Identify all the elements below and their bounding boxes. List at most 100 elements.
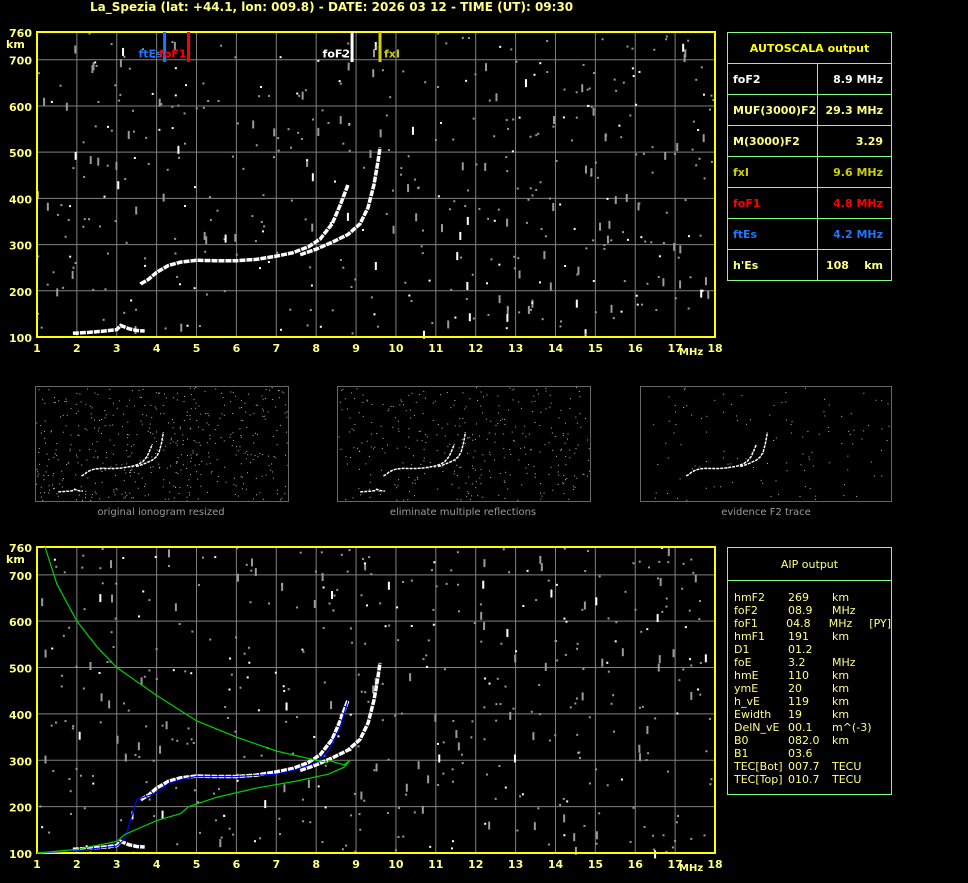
- noise-echo: [263, 498, 265, 500]
- noise-echo: [257, 456, 259, 458]
- noise-echo: [189, 428, 191, 430]
- noise-echo: [521, 407, 523, 409]
- noise-echo: [267, 261, 270, 264]
- noise-echo: [594, 311, 597, 314]
- y-tick-label: 600: [9, 101, 32, 114]
- noise-echo: [646, 282, 649, 285]
- autoscala-key: MUF(3000)F2: [728, 95, 818, 125]
- noise-echo: [500, 642, 503, 645]
- noise-echo: [886, 439, 888, 441]
- noise-echo: [66, 414, 68, 416]
- noise-echo: [190, 457, 192, 459]
- noise-echo: [200, 413, 202, 415]
- noise-echo: [200, 485, 202, 487]
- noise-echo: [525, 467, 527, 469]
- noise-echo: [165, 397, 167, 399]
- noise-echo: [117, 181, 120, 190]
- noise-echo: [565, 455, 567, 457]
- x-tick-label: 8: [312, 342, 320, 355]
- noise-echo: [861, 438, 863, 440]
- noise-echo: [381, 682, 384, 685]
- noise-echo: [437, 86, 440, 89]
- noise-echo: [400, 712, 403, 715]
- noise-echo: [184, 670, 187, 673]
- noise-echo: [706, 415, 708, 417]
- noise-echo: [141, 423, 143, 425]
- noise-echo: [870, 461, 872, 463]
- noise-echo: [662, 241, 665, 244]
- noise-echo: [618, 124, 621, 127]
- noise-echo: [214, 429, 216, 431]
- noise-echo: [182, 434, 184, 436]
- noise-echo: [350, 285, 353, 288]
- noise-echo: [461, 162, 464, 171]
- noise-echo: [323, 681, 326, 684]
- noise-echo: [362, 558, 365, 561]
- noise-echo: [148, 669, 151, 672]
- noise-echo: [290, 199, 293, 202]
- aip-cell: 03.6: [788, 747, 813, 760]
- noise-echo: [607, 240, 610, 243]
- y-tick-label: 600: [9, 616, 32, 629]
- noise-echo: [324, 764, 327, 767]
- noise-echo: [351, 641, 354, 644]
- noise-echo: [467, 491, 469, 493]
- noise-echo: [465, 482, 467, 484]
- noise-echo: [48, 389, 50, 391]
- noise-echo: [67, 219, 70, 222]
- noise-echo: [384, 452, 386, 454]
- noise-echo: [610, 702, 613, 705]
- noise-echo: [425, 654, 428, 657]
- noise-echo: [494, 459, 496, 461]
- noise-echo: [240, 419, 242, 421]
- aip-cell: 08.9: [788, 604, 813, 617]
- noise-echo: [179, 426, 181, 428]
- noise-echo: [675, 423, 677, 425]
- noise-echo: [112, 645, 115, 648]
- noise-echo: [415, 401, 417, 403]
- noise-echo: [610, 239, 613, 242]
- noise-echo: [177, 145, 180, 154]
- noise-echo: [675, 411, 677, 413]
- noise-echo: [582, 473, 584, 475]
- noise-echo: [190, 672, 193, 675]
- noise-echo: [52, 484, 54, 486]
- noise-echo: [69, 255, 72, 258]
- noise-echo: [513, 388, 515, 390]
- noise-echo: [397, 420, 399, 422]
- noise-echo: [235, 454, 237, 456]
- noise-echo: [588, 716, 591, 719]
- noise-echo: [60, 685, 63, 688]
- noise-echo: [522, 432, 524, 434]
- noise-echo: [604, 133, 607, 142]
- noise-echo: [126, 463, 128, 465]
- noise-echo: [583, 601, 586, 610]
- noise-echo: [800, 464, 802, 466]
- noise-echo: [484, 162, 487, 171]
- noise-echo: [345, 844, 348, 847]
- noise-echo: [786, 462, 788, 464]
- noise-echo: [84, 428, 86, 430]
- noise-echo: [559, 803, 562, 806]
- noise-echo: [42, 399, 44, 401]
- noise-echo: [486, 282, 489, 285]
- noise-echo: [89, 156, 92, 165]
- noise-echo: [465, 79, 468, 82]
- noise-echo: [44, 420, 46, 422]
- noise-echo: [121, 464, 123, 466]
- noise-echo: [80, 401, 82, 403]
- noise-echo: [317, 59, 320, 62]
- echo-trace: [360, 488, 385, 493]
- noise-echo: [61, 470, 63, 472]
- noise-echo: [563, 617, 566, 620]
- noise-echo: [540, 228, 543, 231]
- noise-echo: [98, 427, 100, 429]
- noise-echo: [659, 578, 662, 587]
- aip-cell: Ewidth: [734, 708, 772, 721]
- x-tick-label: 13: [508, 342, 523, 355]
- noise-echo: [566, 477, 568, 479]
- noise-echo: [469, 398, 471, 400]
- noise-echo: [101, 418, 103, 420]
- noise-echo: [667, 548, 670, 557]
- noise-echo: [279, 56, 282, 59]
